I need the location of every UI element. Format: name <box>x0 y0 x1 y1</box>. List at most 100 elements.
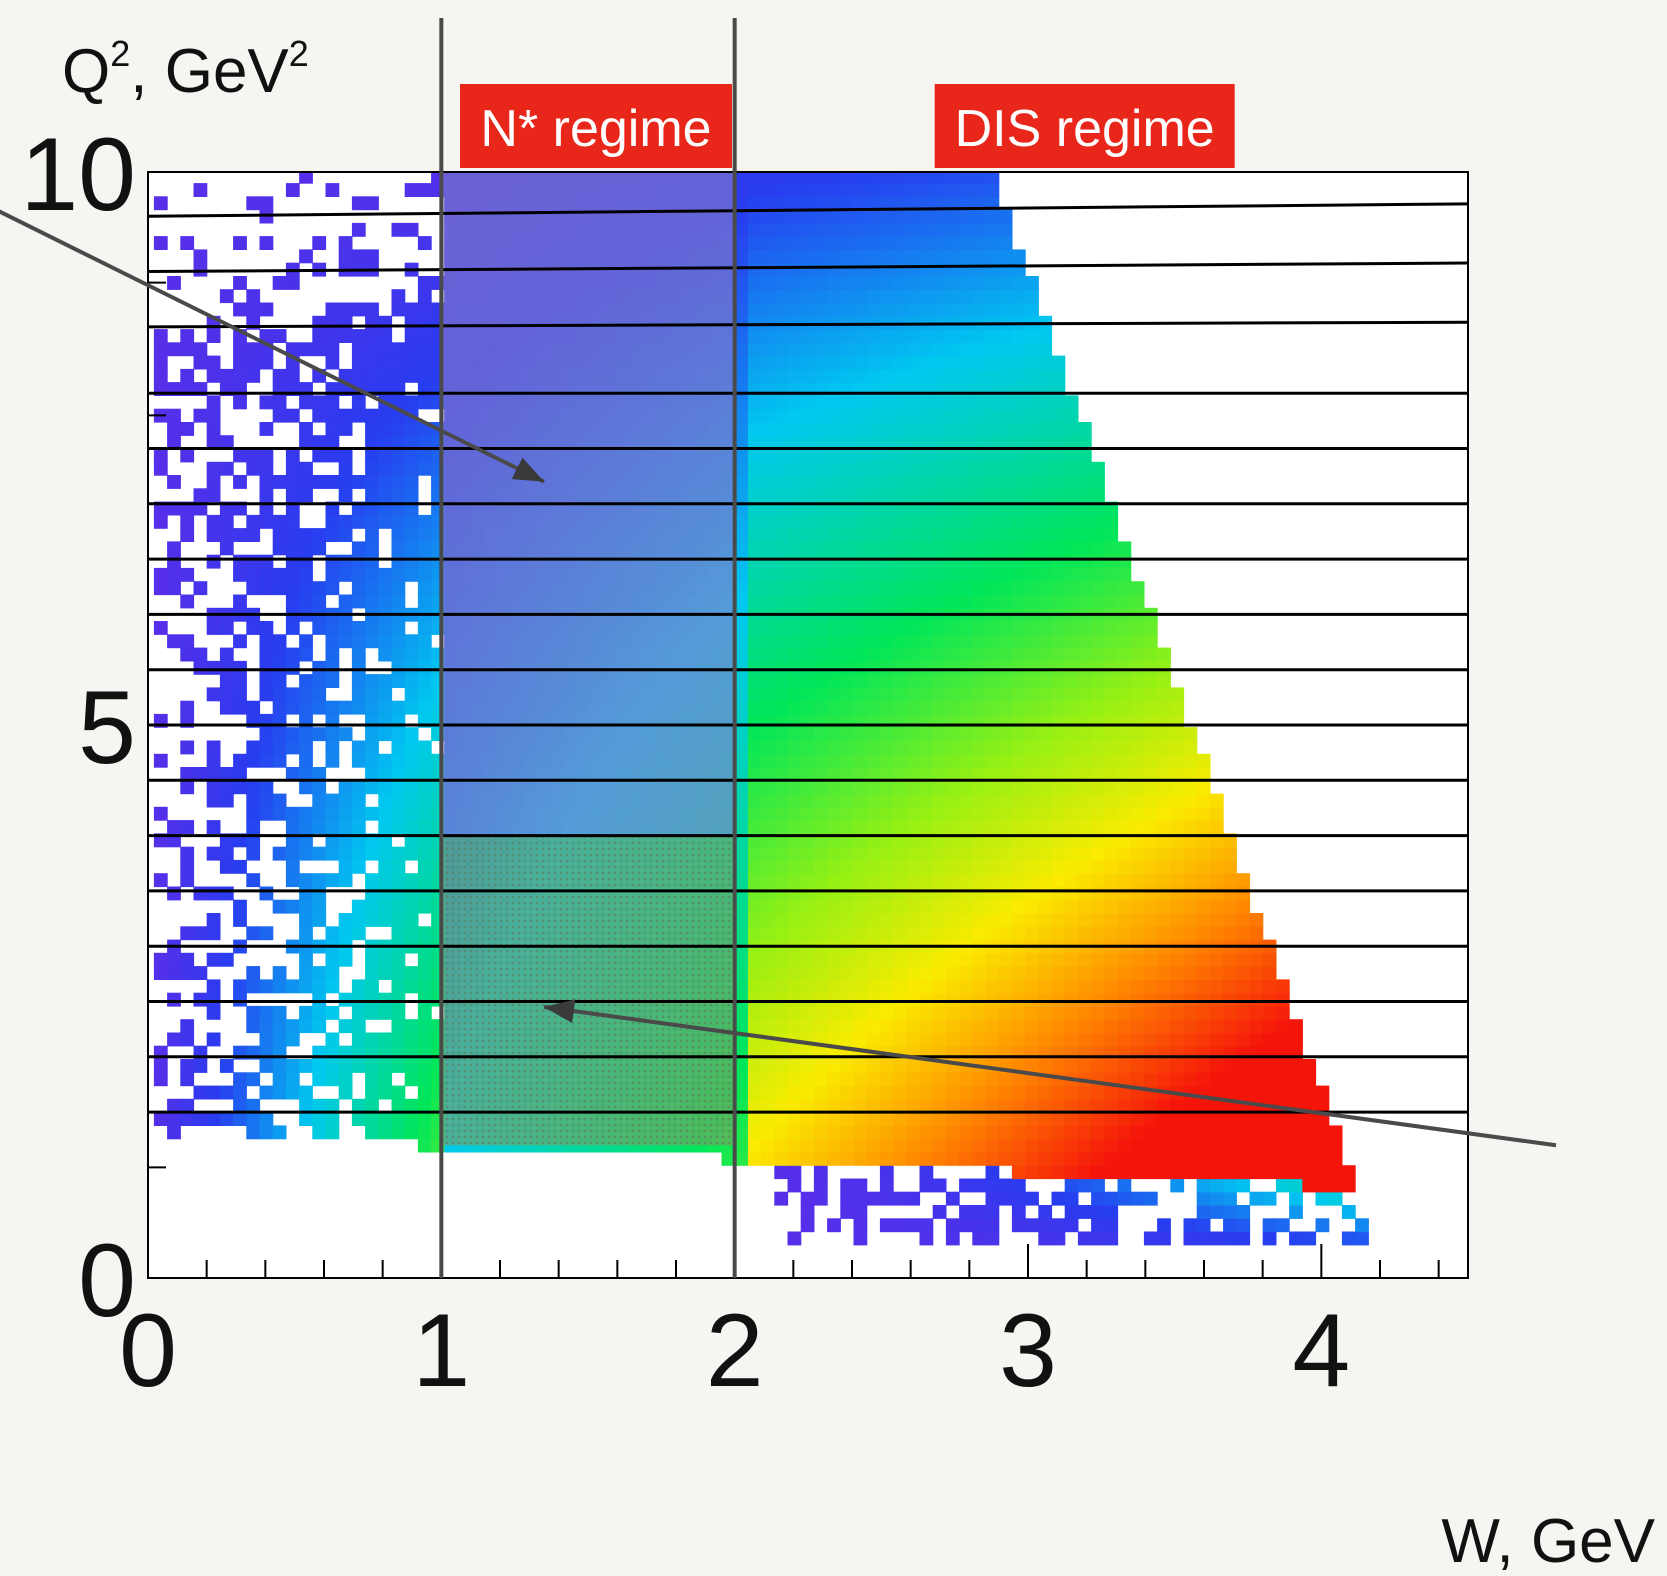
heat-cell <box>998 289 1013 304</box>
heat-cell <box>1077 1165 1092 1180</box>
heat-cell <box>378 859 393 874</box>
heat-cell <box>853 488 868 503</box>
heat-cell <box>972 1125 987 1140</box>
heat-cell <box>1011 1098 1026 1113</box>
heat-cell <box>1104 700 1119 715</box>
heat-cell <box>972 1205 987 1219</box>
heat-cell <box>1117 1165 1132 1180</box>
heat-cell <box>827 289 841 304</box>
heat-cell <box>1209 873 1224 888</box>
heat-cell <box>827 236 841 250</box>
heat-cell <box>272 1019 287 1034</box>
heat-cell <box>404 780 419 795</box>
heat-cell <box>866 1112 881 1126</box>
heat-cell <box>180 873 195 888</box>
heat-cell <box>906 913 921 927</box>
heat-cell <box>404 740 419 755</box>
heat-cell <box>761 687 775 702</box>
heat-cell <box>1117 1178 1132 1193</box>
heat-cell <box>879 1165 894 1180</box>
heat-cell <box>272 966 287 980</box>
heat-cell <box>417 514 432 529</box>
heat-cell <box>774 236 789 250</box>
heat-cell <box>787 581 802 596</box>
heat-cell <box>1038 448 1053 463</box>
heat-cell <box>906 647 921 662</box>
heat-cell <box>417 594 432 609</box>
heat-cell <box>840 488 855 503</box>
heat-cell <box>417 740 432 755</box>
heat-cell <box>1143 1005 1158 1020</box>
heat-cell <box>919 674 934 688</box>
heat-cell <box>985 276 1000 290</box>
heat-cell <box>272 567 287 582</box>
heat-cell <box>180 846 195 861</box>
heat-cell <box>840 621 855 635</box>
heat-cell <box>959 355 973 370</box>
heat-cell <box>998 1112 1013 1126</box>
heat-cell <box>840 966 855 980</box>
heat-cell <box>219 1085 234 1100</box>
heat-cell <box>1196 1138 1211 1153</box>
heat-cell <box>378 594 393 609</box>
heat-cell <box>1130 687 1145 702</box>
heat-cell <box>1038 846 1053 861</box>
heat-cell <box>932 554 947 569</box>
heat-cell <box>906 1072 921 1087</box>
heat-cell <box>1236 886 1251 901</box>
heat-cell <box>787 1005 802 1020</box>
heat-cell <box>259 727 274 742</box>
heat-cell <box>1209 1138 1224 1153</box>
heat-cell <box>259 634 274 649</box>
heat-cell <box>285 567 300 582</box>
heat-cell <box>285 820 300 834</box>
heat-cell <box>1064 992 1079 1007</box>
heat-cell <box>919 475 934 489</box>
heat-cell <box>879 966 894 980</box>
heat-cell <box>1077 979 1092 994</box>
heat-cell <box>351 514 366 529</box>
heat-cell <box>774 1059 789 1073</box>
heat-cell <box>972 368 987 383</box>
heat-cell <box>246 342 261 357</box>
heat-cell <box>1025 859 1039 874</box>
heat-cell <box>932 926 947 941</box>
heat-cell <box>312 820 327 834</box>
heat-cell <box>1025 979 1039 994</box>
heat-cell <box>1289 1085 1303 1100</box>
heat-cell <box>906 368 921 383</box>
heat-cell <box>932 687 947 702</box>
heat-cell <box>153 621 168 635</box>
heat-cell <box>167 567 181 582</box>
heat-cell <box>365 541 379 556</box>
heat-cell <box>866 846 881 861</box>
heat-cell <box>1209 979 1224 994</box>
heat-cell <box>1130 740 1145 755</box>
heat-cell <box>1236 873 1251 888</box>
heat-cell <box>193 342 208 357</box>
heat-cell <box>827 1138 841 1153</box>
heat-cell <box>998 422 1013 436</box>
heat-cell <box>853 992 868 1007</box>
heat-cell <box>180 448 195 463</box>
heat-cell <box>853 1098 868 1113</box>
heat-cell <box>167 886 181 901</box>
heat-cell <box>853 1191 868 1206</box>
heat-cell <box>1011 806 1026 821</box>
heat-cell <box>959 846 973 861</box>
heat-cell <box>219 674 234 688</box>
heat-cell <box>840 873 855 888</box>
heat-cell <box>312 594 327 609</box>
heat-cell <box>167 435 181 450</box>
heat-cell <box>1143 806 1158 821</box>
heat-cell <box>1302 1178 1317 1193</box>
heat-cell <box>338 634 353 649</box>
heat-cell <box>919 886 934 901</box>
heat-cell <box>1289 1191 1303 1206</box>
heat-cell <box>1315 1218 1330 1233</box>
heat-cell <box>761 727 775 742</box>
heat-cell <box>153 567 168 582</box>
heat-cell <box>800 475 815 489</box>
heat-cell <box>325 355 340 370</box>
heat-cell <box>1236 1178 1251 1193</box>
